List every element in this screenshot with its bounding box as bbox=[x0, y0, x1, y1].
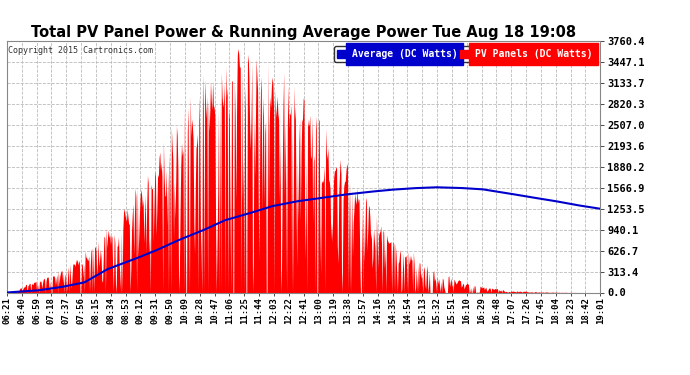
Text: Copyright 2015 Cartronics.com: Copyright 2015 Cartronics.com bbox=[8, 46, 153, 55]
Legend: Average (DC Watts), PV Panels (DC Watts): Average (DC Watts), PV Panels (DC Watts) bbox=[334, 46, 595, 62]
Title: Total PV Panel Power & Running Average Power Tue Aug 18 19:08: Total PV Panel Power & Running Average P… bbox=[31, 25, 576, 40]
